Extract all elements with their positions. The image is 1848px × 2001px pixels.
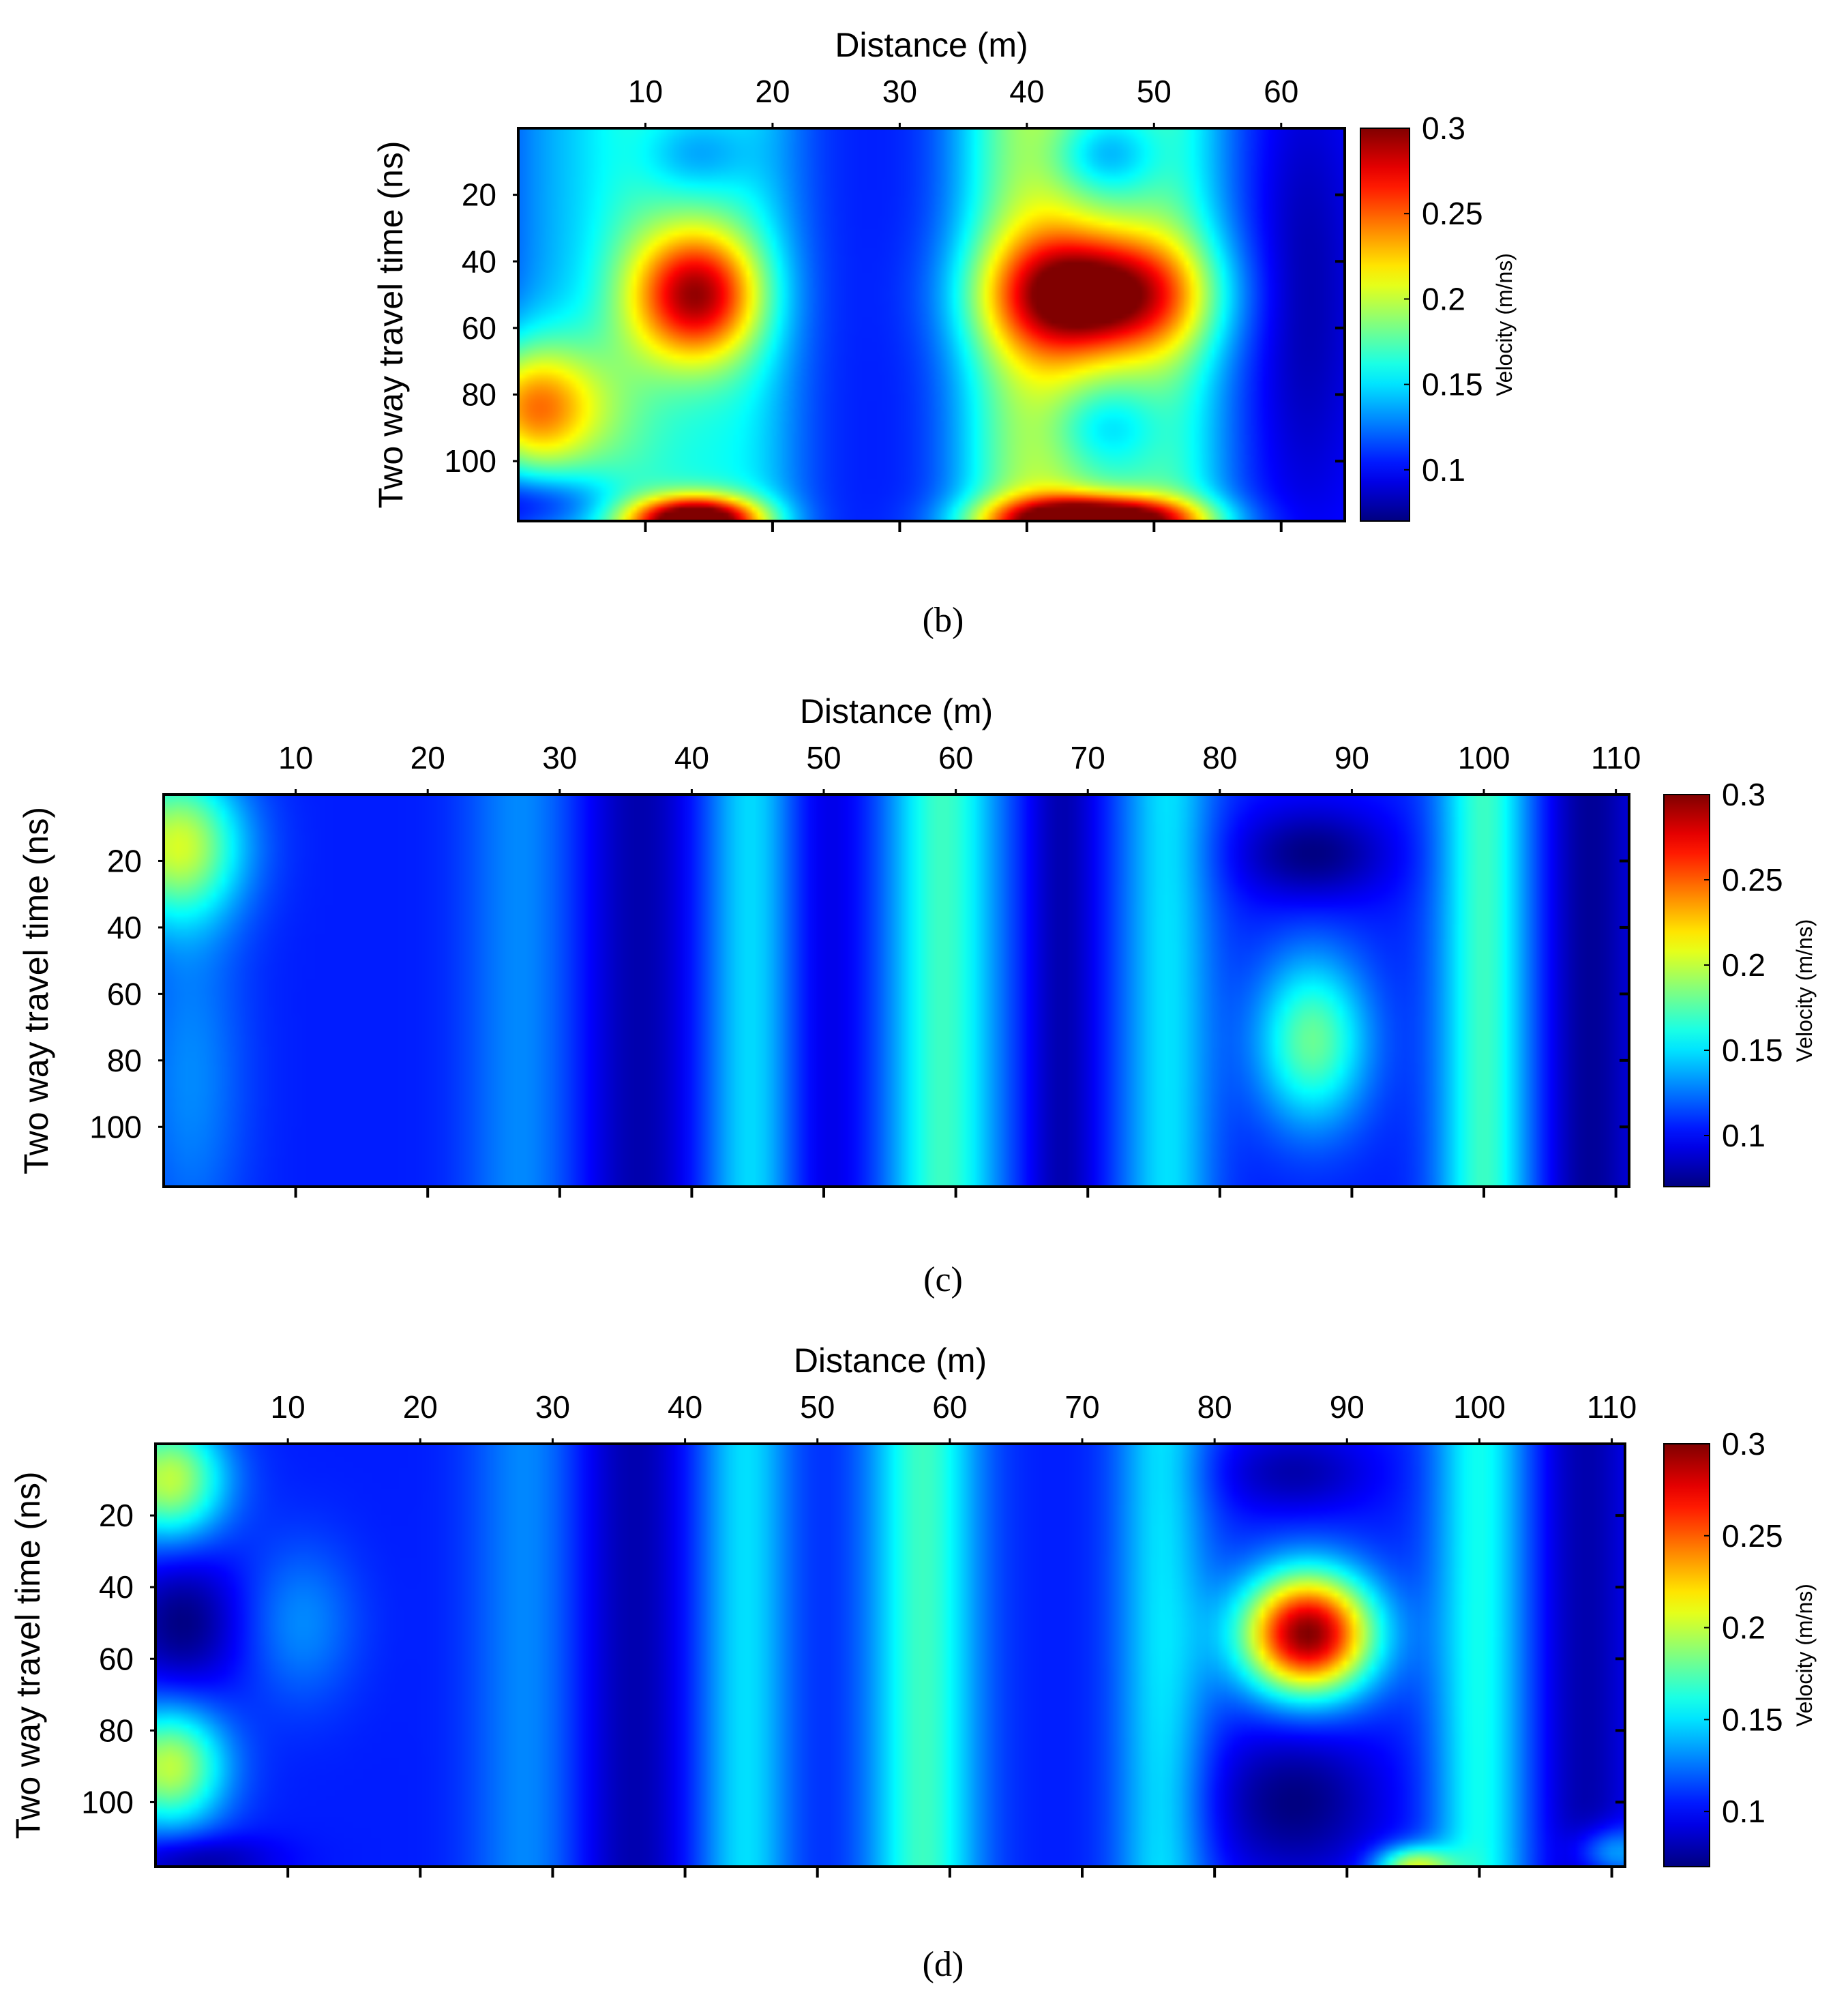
panel-b: 10 20 30 40 50 60 Distance (m) 20 40 60 80 100 Two w… [0, 0, 1848, 655]
heatmap-panel-c: 10 20 30 40 50 60 70 80 90 100 110 Distance (m) 20 40… [17, 692, 1817, 1198]
colorbar-tick-label: 0.1 [1722, 1118, 1765, 1153]
colorbar-tick-label: 0.15 [1722, 1702, 1783, 1737]
x-tick-label: 30 [542, 740, 577, 775]
x-tick-label: 80 [1202, 740, 1237, 775]
x-tick-label: 100 [1453, 1389, 1506, 1425]
x-tick-label: 100 [1458, 740, 1510, 775]
colorbar-tick-label: 0.2 [1422, 281, 1465, 316]
x-tick-label: 10 [628, 74, 663, 109]
x-tick-label: 30 [535, 1389, 570, 1425]
y-tick-label: 80 [462, 377, 496, 413]
colorbar-tick-label: 0.25 [1722, 1518, 1783, 1554]
colorbar-tick-label: 0.3 [1722, 777, 1765, 812]
colorbar-label: Velocity (m/ns) [1492, 253, 1517, 396]
y-tick-label: 60 [107, 976, 142, 1011]
panel-caption-b: (b) [922, 601, 964, 640]
colorbar-tick-label: 0.15 [1422, 367, 1483, 402]
colorbar [1663, 1443, 1710, 1867]
x-tick-label: 60 [938, 740, 973, 775]
x-axis-label: Distance (m) [800, 692, 993, 730]
plot-frame [162, 793, 1630, 1188]
colorbar-tick-label: 0.1 [1722, 1794, 1765, 1829]
x-tick-label: 60 [932, 1389, 967, 1425]
y-tick-label: 40 [462, 243, 496, 279]
x-tick-label: 30 [882, 74, 917, 109]
colorbar-tick-label: 0.3 [1422, 110, 1465, 146]
y-tick-label: 40 [99, 1569, 134, 1605]
heatmap-panel-b: 10 20 30 40 50 60 Distance (m) 20 40 60 80 100 Two w… [372, 26, 1517, 532]
y-tick-label: 40 [107, 910, 142, 945]
x-tick-label: 50 [1137, 74, 1172, 109]
y-axis-label: Two way travel time (ns) [17, 807, 55, 1174]
y-tick-label: 20 [462, 177, 496, 213]
x-tick-label: 50 [800, 1389, 835, 1425]
y-axis-label: Two way travel time (ns) [9, 1471, 47, 1839]
colorbar-label: Velocity (m/ns) [1792, 919, 1817, 1063]
x-axis-label: Distance (m) [835, 26, 1028, 64]
y-tick-label: 100 [89, 1109, 142, 1144]
plot-frame [517, 127, 1346, 522]
x-tick-label: 20 [755, 74, 790, 109]
x-tick-label: 10 [271, 1389, 305, 1425]
x-tick-label: 40 [1009, 74, 1044, 109]
panel-d: 10 20 30 40 50 60 70 80 90 100 110 Distance (m) 20 40… [0, 1316, 1848, 2001]
x-tick-label: 90 [1330, 1389, 1365, 1425]
y-tick-label: 60 [99, 1641, 134, 1676]
panel-c: 10 20 30 40 50 60 70 80 90 100 110 Distance (m) 20 40… [0, 655, 1848, 1316]
y-tick-label: 20 [107, 843, 142, 878]
x-tick-label: 110 [1587, 1389, 1637, 1425]
x-tick-label: 20 [411, 740, 445, 775]
colorbar-label: Velocity (m/ns) [1792, 1584, 1817, 1727]
panel-caption-c: (c) [923, 1260, 963, 1299]
x-tick-label: 80 [1197, 1389, 1232, 1425]
y-axis-label: Two way travel time (ns) [372, 140, 410, 508]
colorbar-tick-label: 0.3 [1722, 1426, 1765, 1462]
panel-caption-d: (d) [922, 1945, 964, 1984]
colorbar [1360, 128, 1410, 522]
colorbar-tick-label: 0.25 [1722, 862, 1783, 898]
x-axis-label: Distance (m) [794, 1342, 987, 1380]
y-tick-label: 20 [99, 1498, 134, 1533]
colorbar-tick-label: 0.1 [1422, 452, 1465, 488]
x-tick-label: 110 [1591, 740, 1641, 775]
colorbar [1663, 794, 1710, 1187]
colorbar-tick-label: 0.15 [1722, 1033, 1783, 1068]
colorbar-tick-label: 0.25 [1422, 196, 1483, 231]
heatmap-image [155, 1444, 1625, 1867]
colorbar-tick-label: 0.2 [1722, 1610, 1765, 1646]
plot-frame [154, 1442, 1626, 1868]
y-tick-label: 100 [444, 443, 496, 479]
colorbar-tick-label: 0.2 [1722, 947, 1765, 983]
x-tick-label: 10 [278, 740, 313, 775]
x-tick-label: 50 [806, 740, 841, 775]
y-tick-label: 80 [99, 1713, 134, 1748]
x-tick-label: 90 [1335, 740, 1369, 775]
x-tick-label: 40 [674, 740, 709, 775]
y-tick-label: 80 [107, 1043, 142, 1078]
x-tick-label: 60 [1264, 74, 1298, 109]
y-tick-label: 100 [81, 1784, 134, 1820]
x-tick-label: 40 [668, 1389, 702, 1425]
y-tick-label: 60 [462, 310, 496, 346]
heatmap-panel-d: 10 20 30 40 50 60 70 80 90 100 110 Distance (m) 20 40… [9, 1342, 1817, 1878]
x-tick-label: 70 [1071, 740, 1105, 775]
heatmap-image [164, 795, 1629, 1187]
heatmap-image [518, 128, 1345, 521]
x-tick-label: 20 [403, 1389, 438, 1425]
x-tick-label: 70 [1064, 1389, 1099, 1425]
